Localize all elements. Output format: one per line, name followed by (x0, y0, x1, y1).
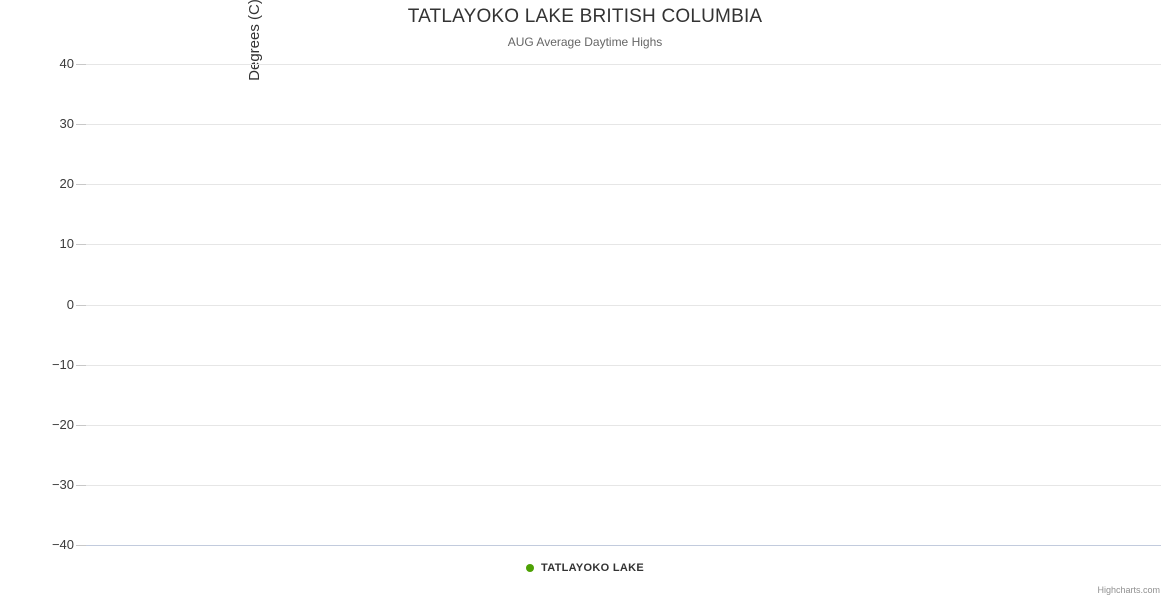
highcharts-credits-link[interactable]: Highcharts.com (1097, 585, 1160, 595)
y-axis-tick (76, 124, 86, 126)
gridline (86, 184, 1161, 186)
gridline (86, 124, 1161, 126)
gridline (86, 364, 1161, 366)
gridline (86, 545, 1161, 546)
chart-legend: TATLAYOKO LAKE (0, 562, 1170, 574)
y-axis-tick-label: −20 (51, 416, 74, 432)
y-axis-tick-label: 40 (59, 56, 74, 71)
y-axis-tick (76, 184, 86, 186)
y-axis-tick-label: 30 (59, 116, 74, 132)
y-axis-tick (76, 424, 86, 426)
y-axis-tick-label: 10 (59, 236, 74, 252)
y-axis-tick (76, 545, 86, 546)
y-axis-tick (76, 484, 86, 486)
legend-item-label: TATLAYOKO LAKE (541, 562, 644, 574)
gridline (86, 244, 1161, 246)
y-axis-tick (76, 64, 86, 65)
y-axis-tick-label: 0 (66, 296, 74, 312)
chart-title: TATLAYOKO LAKE BRITISH COLUMBIA (407, 6, 763, 27)
y-axis-tick (76, 244, 86, 246)
gridline (86, 64, 1161, 65)
y-axis-tick-label: 20 (59, 176, 74, 192)
legend-item-tatlayoko-lake[interactable]: TATLAYOKO LAKE (526, 562, 644, 574)
plot-area (86, 64, 1161, 546)
y-axis-tick (76, 304, 86, 306)
gridline (86, 484, 1161, 486)
y-axis-tick-label: −40 (51, 537, 74, 552)
y-axis-tick-label: −30 (51, 476, 74, 492)
legend-marker-dot-icon (526, 564, 534, 572)
y-axis-tick (76, 364, 86, 366)
gridline (86, 304, 1161, 306)
gridline (86, 424, 1161, 426)
chart-subtitle: AUG Average Daytime Highs (507, 35, 663, 49)
y-axis-tick-label: −10 (51, 356, 74, 372)
